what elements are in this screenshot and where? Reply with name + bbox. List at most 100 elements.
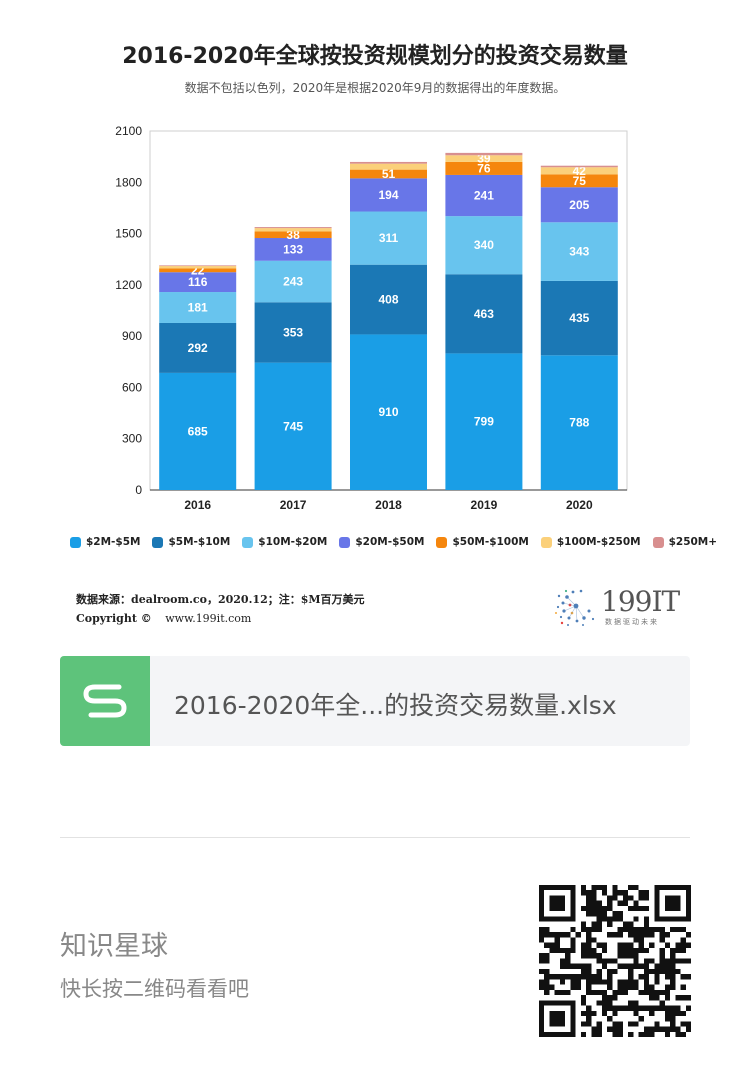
file-name: 2016-2020年全...的投资交易数量.xlsx	[174, 691, 617, 720]
file-attachment-card[interactable]: 2016-2020年全...的投资交易数量.xlsx	[60, 656, 690, 746]
bar-segment	[540, 187, 618, 223]
legend-label: $10M-$20M	[258, 536, 328, 548]
bar-segment	[445, 174, 523, 217]
bar-segment	[350, 163, 427, 170]
bar-segment	[350, 178, 427, 212]
y-tick-label: 1200	[115, 278, 142, 292]
y-tick-label: 1800	[115, 175, 142, 189]
data-label: 194	[378, 188, 398, 202]
legend-item: $250M+	[652, 536, 718, 548]
copyright-label: Copyright ©	[76, 612, 152, 625]
legend-label: $2M-$5M	[86, 536, 141, 548]
divider	[60, 837, 690, 838]
data-label: 133	[283, 242, 303, 256]
y-tick-label: 300	[122, 432, 142, 446]
bar-segment	[540, 165, 618, 168]
bar-segment	[254, 227, 332, 229]
data-label: 745	[283, 419, 303, 433]
data-label: 788	[569, 416, 589, 430]
chart-legend: $2M-$5M $5M-$10M $10M-$20M $20M-$50M $50M-$1…	[70, 536, 717, 548]
x-tick-label: 2019	[471, 498, 498, 512]
bar-segment	[159, 272, 237, 293]
planet-title: 知识星球	[60, 931, 168, 962]
brand-slogan: 数据驱动未来	[605, 618, 659, 626]
y-tick-label: 2100	[115, 124, 142, 138]
bar-segment	[350, 161, 427, 164]
legend-label: $100M-$250M	[556, 536, 641, 548]
bar-segment	[159, 266, 237, 269]
bar-segment	[254, 228, 332, 232]
y-tick-label: 600	[122, 380, 142, 394]
bar-segment	[350, 169, 427, 179]
legend-swatch	[152, 536, 164, 548]
legend-swatch	[540, 536, 552, 548]
legend-label: $250M+	[668, 536, 718, 548]
legend-swatch	[242, 536, 254, 548]
data-label: 51	[382, 167, 396, 181]
bar-segment	[540, 222, 618, 281]
legend-item: $10M-$20M	[242, 536, 327, 548]
bar-segment	[254, 238, 332, 261]
bar-segment	[540, 280, 618, 356]
data-label: 340	[474, 238, 494, 252]
bar-segment	[445, 155, 523, 162]
data-label: 181	[188, 301, 208, 315]
legend-item: $20M-$50M	[339, 536, 424, 548]
legend-label: $5M-$10M	[168, 536, 231, 548]
bar-segment	[445, 216, 523, 275]
data-label: 343	[569, 245, 589, 259]
data-label: 42	[573, 164, 587, 178]
data-label: 910	[378, 405, 398, 419]
legend-item: $100M-$250M	[540, 536, 641, 548]
bar-segment	[159, 322, 237, 373]
qr-code-icon[interactable]	[539, 885, 691, 1037]
bar-segment	[445, 274, 523, 354]
data-label: 463	[474, 307, 494, 321]
chart-subtitle: 数据不包括以色列，2020年是根据2020年9月的数据得出的年度数据。	[184, 81, 566, 95]
data-label: 685	[188, 424, 208, 438]
data-label: 116	[188, 275, 208, 289]
bar-segment	[159, 268, 237, 273]
data-label: 408	[378, 293, 398, 307]
dandelion-icon	[555, 589, 595, 626]
copyright-site: www.199it.com	[165, 612, 252, 625]
y-tick-label: 0	[135, 483, 142, 497]
qr-modules	[539, 885, 691, 1037]
legend-label: $50M-$100M	[452, 536, 529, 548]
legend-swatch	[652, 536, 664, 548]
bar-segment	[540, 174, 618, 188]
bar-segment	[540, 167, 618, 175]
bar-segment	[159, 292, 237, 323]
bar-segment	[254, 260, 332, 303]
bar-segment	[159, 265, 237, 267]
bar-segment	[254, 362, 332, 490]
bar-segment	[159, 372, 237, 490]
data-label: 353	[283, 325, 303, 339]
data-label: 311	[379, 231, 399, 245]
x-tick-label: 2020	[566, 498, 593, 512]
data-label: 799	[474, 415, 494, 429]
chart-image: 2016-2020年全球按投资规模划分的投资交易数量 数据不包括以色列，2020…	[70, 44, 718, 631]
data-label: 435	[569, 311, 589, 325]
bar-segment	[445, 152, 523, 156]
data-label: 75	[573, 174, 587, 188]
data-label: 292	[188, 341, 208, 355]
y-tick-label: 1500	[115, 227, 142, 241]
bar-segment	[254, 302, 332, 363]
legend-item: $2M-$5M	[70, 536, 140, 548]
legend-swatch	[436, 536, 448, 548]
legend-item: $5M-$10M	[152, 536, 230, 548]
brand-logo: 199IT 数据驱动未来	[553, 583, 693, 631]
stacked-bar-chart: 0300600900120015001800210068529218111622…	[115, 124, 628, 512]
y-tick-label: 900	[122, 329, 142, 343]
data-label: 76	[477, 161, 491, 175]
legend-swatch	[339, 536, 351, 548]
bar-segment	[540, 355, 618, 490]
bar-segment	[350, 264, 427, 335]
brand-name: 199IT	[601, 585, 680, 618]
data-label: 205	[569, 198, 589, 212]
x-tick-label: 2018	[375, 498, 402, 512]
s-icon	[60, 656, 150, 746]
planet-hint: 快长按二维码看看吧	[60, 977, 249, 1001]
x-tick-label: 2016	[184, 498, 211, 512]
